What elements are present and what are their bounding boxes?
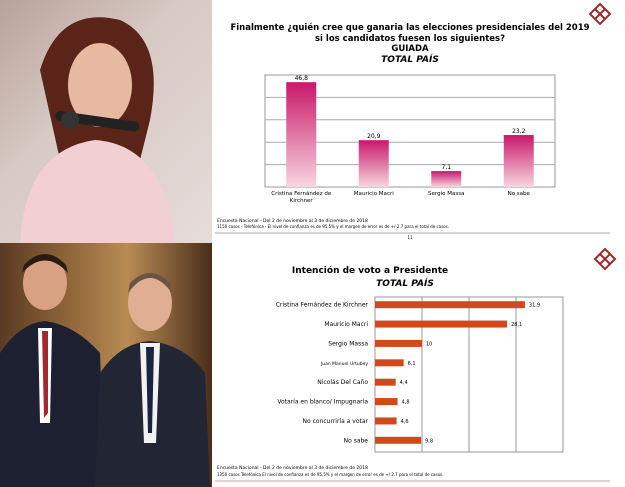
category-label: Nicolás Del Caño <box>317 379 368 386</box>
bar <box>375 359 404 367</box>
chart-guiada: GUIADA <box>391 44 429 54</box>
category-label: Sergio Massa <box>328 340 368 347</box>
bar <box>375 436 422 444</box>
data-label: 20,9 <box>367 133 381 140</box>
chart-title: Intención de voto a Presidente <box>292 265 448 276</box>
photo-illustration <box>0 254 210 487</box>
plot-area <box>264 74 556 188</box>
data-label: 46,8 <box>295 75 309 82</box>
bar <box>286 82 317 187</box>
data-label: 4,8 <box>402 400 410 406</box>
footnote-1: Encuesta Nacional - Del 2 de noviembre a… <box>217 218 368 224</box>
bar <box>375 339 422 347</box>
bar <box>375 398 398 406</box>
data-label: 31,9 <box>529 303 540 309</box>
category-label: No sabe <box>344 437 369 444</box>
category-label: Cristina Fernández de Kirchner <box>276 302 369 309</box>
category-label: Kirchner <box>290 198 314 204</box>
photo-two-men <box>0 243 212 487</box>
data-label: 10 <box>426 341 432 347</box>
chart-who-will-win: Finalmente ¿quién cree que ganaria las e… <box>215 2 612 240</box>
bar <box>375 301 525 309</box>
category-label: No sabe <box>508 191 531 197</box>
data-label: 9,8 <box>425 438 433 444</box>
bar <box>375 320 508 328</box>
data-label: 4,6 <box>401 419 409 425</box>
bar <box>503 135 534 187</box>
category-label: Mauricio Macri <box>354 191 394 197</box>
photo-woman-microphone <box>0 0 212 243</box>
bar <box>375 378 396 386</box>
data-label: 23,2 <box>512 128 526 135</box>
footnote-2: 1350 casos Telefónica El nivel de confia… <box>217 472 443 477</box>
bar <box>358 140 389 187</box>
chart-title: Finalmente ¿quién cree que ganaria las e… <box>230 22 589 33</box>
category-label: Cristina Fernández de <box>271 190 332 197</box>
chart-total-pais: TOTAL PAÍS <box>376 277 434 289</box>
chart-vote-intention: Intención de voto a Presidente TOTAL PAÍ… <box>215 247 617 482</box>
data-label: 6,1 <box>408 361 416 367</box>
category-label: Mauricio Macri <box>324 321 368 328</box>
chart-subtitle: si los candidatos fuesen los siguientes? <box>315 34 505 44</box>
consultora-logo <box>593 247 617 271</box>
footnote-2: 1150 casos - Telefónica - El nivel de co… <box>217 224 449 229</box>
footnote-1: Encuesta Nacional - Del 2 de noviembre a… <box>217 465 368 471</box>
category-label: Juan Manuel Urtubey <box>320 361 368 367</box>
photo-illustration <box>20 17 175 243</box>
bar <box>431 171 462 187</box>
consultora-logo <box>588 2 612 26</box>
data-label: 7,1 <box>441 164 451 171</box>
category-label: Votaría en blanco/ Impugnaría <box>277 399 368 406</box>
category-label: Sergio Massa <box>428 191 464 197</box>
data-label: 28,1 <box>511 322 522 328</box>
bar <box>375 417 397 425</box>
chart-total-pais: TOTAL PAÍS <box>381 53 439 65</box>
data-label: 4,4 <box>400 380 408 386</box>
page-number: 11 <box>407 235 413 240</box>
category-label: No concurriría a votar <box>303 418 369 425</box>
